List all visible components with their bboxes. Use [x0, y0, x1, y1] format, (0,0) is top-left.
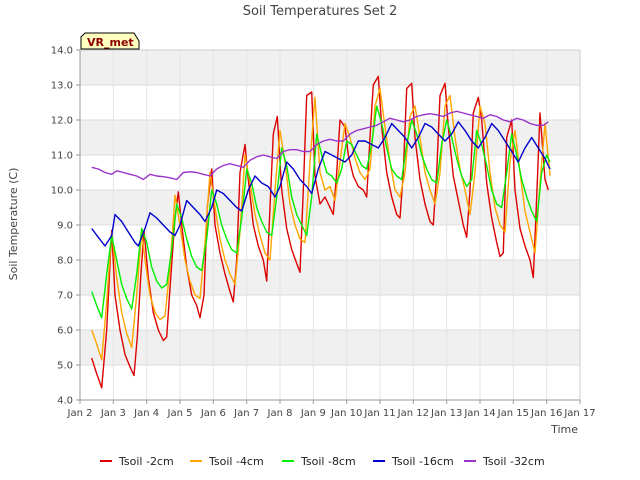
series-line-tsoil-8cm [91, 105, 551, 319]
x-tick-label: Jan 6 [200, 408, 226, 419]
site-tag-box [80, 32, 140, 50]
series-line-tsoil-32cm [91, 110, 549, 181]
y-tick-label: 12.0 [51, 116, 73, 127]
y-tick-label: 4.0 [57, 396, 73, 407]
legend-item: Tsoil -8cm [282, 455, 356, 468]
y-tick-label: 5.0 [57, 361, 73, 372]
grid-band [80, 260, 580, 295]
y-tick-labels: 4.0 5.0 6.0 7.0 8.0 9.0 10.0 11.0 12.0 13.0 14.0 [51, 46, 80, 407]
y-tick-label: 11.0 [51, 151, 73, 162]
series-lines [91, 75, 551, 389]
y-tick-label: 7.0 [57, 291, 73, 302]
y-tick-label: 13.0 [51, 81, 73, 92]
y-tick-label: 10.0 [51, 186, 73, 197]
x-tick-label: Jan 4 [133, 408, 159, 419]
x-tick-label: Jan 13 [430, 408, 462, 419]
x-tick-label: Jan 2 [67, 408, 93, 419]
x-tick-label: Jan 8 [267, 408, 293, 419]
legend-item: Tsoil -16cm [373, 455, 454, 468]
grid-band [80, 50, 580, 85]
x-tick-label: Jan 12 [397, 408, 429, 419]
y-tick-label: 6.0 [57, 326, 73, 337]
x-tick-label: Jan 14 [463, 408, 495, 419]
series-line-tsoil-2cm [91, 75, 549, 389]
legend-item: Tsoil -32cm [464, 455, 545, 468]
legend-label: Tsoil -8cm [300, 455, 356, 468]
x-axis-label: Time [550, 423, 578, 436]
legend-item: Tsoil -2cm [100, 455, 174, 468]
y-axis-label: Soil Temperature (C) [7, 168, 20, 281]
legend-label: Tsoil -32cm [482, 455, 545, 468]
grid-band [80, 330, 580, 365]
x-tick-label: Jan 17 [563, 408, 595, 419]
legend-item: Tsoil -4cm [190, 455, 264, 468]
x-tick-label: Jan 9 [300, 408, 326, 419]
x-tick-label: Jan 3 [100, 408, 126, 419]
grid-band [80, 120, 580, 155]
legend-label: Tsoil -4cm [208, 455, 264, 468]
x-tick-label: Jan 7 [233, 408, 259, 419]
series-line-tsoil-4cm [91, 87, 551, 361]
y-tick-label: 8.0 [57, 256, 73, 267]
x-tick-label: Jan 15 [497, 408, 529, 419]
x-tick-label: Jan 16 [530, 408, 562, 419]
legend: Tsoil -2cm Tsoil -4cm Tsoil -8cm Tsoil -16c… [100, 455, 545, 468]
x-tick-labels: Jan 2 Jan 3 Jan 4 Jan 5 Jan 6 Jan 7 Jan 8 Jan 9… [67, 400, 596, 419]
y-tick-label: 14.0 [51, 46, 73, 57]
series-line-tsoil-16cm [91, 121, 551, 247]
site-tag: VR_met [80, 32, 140, 50]
chart-title: Soil Temperatures Set 2 [243, 4, 398, 19]
y-tick-label: 9.0 [57, 221, 73, 232]
x-tick-label: Jan 5 [167, 408, 193, 419]
legend-label: Tsoil -16cm [391, 455, 454, 468]
site-tag-label: VR_met [87, 36, 134, 49]
x-tick-label: Jan 10 [330, 408, 362, 419]
x-tick-label: Jan 11 [363, 408, 395, 419]
legend-label: Tsoil -2cm [118, 455, 174, 468]
